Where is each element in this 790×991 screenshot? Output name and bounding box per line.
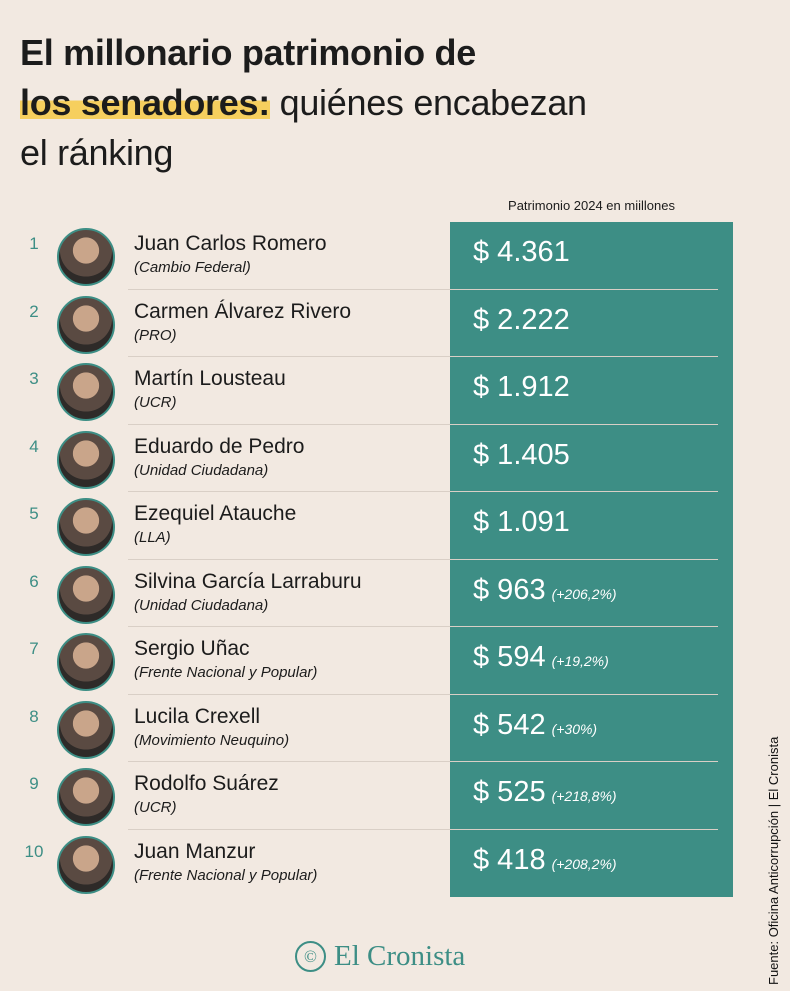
- rank-number: 1: [29, 234, 39, 253]
- senator-party: (Cambio Federal): [134, 259, 251, 276]
- column-header: Patrimonio 2024 en miillones: [508, 198, 675, 213]
- wealth-value: $ 542 (+30%): [473, 709, 597, 742]
- table-row: 2 Carmen Álvarez Rivero (PRO) $ 2.222: [0, 290, 740, 357]
- senator-party: (Frente Nacional y Popular): [134, 664, 318, 681]
- row-divider: [128, 356, 718, 357]
- senator-name: Lucila Crexell: [134, 704, 261, 728]
- table-row: 7 Sergio Uñac (Frente Nacional y Popular…: [0, 627, 740, 695]
- senator-party: (Movimiento Neuquino): [134, 731, 290, 749]
- value-text: $ 542: [473, 708, 546, 741]
- logo-text: El Cronista: [334, 940, 466, 972]
- senator-photo: [57, 363, 115, 421]
- title-highlight: los senadores:: [20, 82, 270, 123]
- wealth-value: $ 525 (+218,8%): [473, 776, 617, 809]
- senator-photo: [57, 768, 115, 826]
- title-line-1: El millonario patrimonio de: [20, 32, 476, 73]
- senator-photo: [57, 295, 115, 354]
- value-column-background: [450, 222, 733, 897]
- title-line-3: el ránking: [20, 132, 174, 173]
- row-divider: [128, 288, 718, 290]
- senator-party: (UCR): [134, 799, 177, 816]
- page-title: El millonario patrimonio de los senadore…: [20, 28, 587, 178]
- wealth-value: $ 418 (+208,2%): [473, 844, 617, 877]
- source-note: Fuente: Oficina Anticorrupción | El Cron…: [766, 736, 781, 985]
- senator-name: Rodolfo Suárez: [134, 772, 279, 795]
- wealth-value: $ 2.222: [473, 304, 576, 337]
- row-divider: [128, 423, 718, 425]
- value-change: (+218,8%): [551, 788, 617, 804]
- row-divider: [128, 626, 718, 627]
- senator-party: (LLA): [134, 529, 171, 546]
- senator-photo: [57, 228, 115, 286]
- senator-name: Sergio Uñac: [134, 637, 250, 660]
- wealth-value: $ 1.405: [473, 439, 576, 472]
- rank-number: 9: [29, 774, 39, 793]
- table-row: 3 Martín Lousteau (UCR) $ 1.912: [0, 357, 740, 425]
- rank-number: 7: [29, 639, 39, 658]
- row-divider: [128, 491, 718, 492]
- title-line-2: quiénes encabezan: [269, 82, 587, 123]
- senator-name: Silvina García Larraburu: [134, 569, 362, 593]
- row-divider: [128, 558, 718, 560]
- senator-photo: [57, 835, 115, 894]
- senator-photo: [57, 430, 115, 489]
- senator-photo: [57, 498, 115, 556]
- senator-party: (PRO): [134, 326, 177, 344]
- wealth-value: $ 594 (+19,2%): [473, 641, 609, 674]
- rank-number: 2: [29, 301, 39, 321]
- value-change: (+19,2%): [551, 653, 609, 669]
- wealth-value: $ 963 (+206,2%): [473, 574, 617, 607]
- value-change: (+30%): [551, 720, 598, 737]
- senator-name: Martín Lousteau: [134, 367, 286, 390]
- table-row: 8 Lucila Crexell (Movimiento Neuquino) $…: [0, 695, 740, 762]
- value-text: $ 4.361: [473, 236, 570, 268]
- rank-number: 5: [29, 504, 39, 523]
- rank-number: 4: [29, 436, 39, 456]
- value-text: $ 2.222: [473, 303, 570, 336]
- senator-name: Juan Manzur: [134, 839, 256, 863]
- senator-party: (Frente Nacional y Popular): [134, 866, 318, 884]
- row-divider: [128, 828, 718, 830]
- value-text: $ 1.405: [473, 438, 570, 471]
- value-text: $ 963: [473, 573, 546, 606]
- value-change: (+206,2%): [551, 585, 617, 602]
- row-divider: [128, 761, 718, 762]
- senator-party: (Unidad Ciudadana): [134, 596, 269, 614]
- value-change: (+208,2%): [551, 855, 617, 872]
- table-row: 6 Silvina García Larraburu (Unidad Ciuda…: [0, 560, 740, 627]
- value-text: $ 1.912: [473, 371, 570, 403]
- rank-number: 10: [24, 841, 44, 861]
- table-row: 9 Rodolfo Suárez (UCR) $ 525 (+218,8%): [0, 762, 740, 830]
- wealth-value: $ 1.912: [473, 371, 576, 404]
- wealth-value: $ 1.091: [473, 506, 576, 539]
- table-row: 1 Juan Carlos Romero (Cambio Federal) $ …: [0, 222, 740, 290]
- wealth-value: $ 4.361: [473, 236, 576, 269]
- table-row: 10 Juan Manzur (Frente Nacional y Popula…: [0, 830, 740, 898]
- senator-name: Ezequiel Atauche: [134, 502, 297, 525]
- senator-photo: [57, 633, 115, 691]
- senator-party: (Unidad Ciudadana): [134, 461, 269, 479]
- table-row: 5 Ezequiel Atauche (LLA) $ 1.091: [0, 492, 740, 560]
- value-text: $ 418: [473, 843, 546, 876]
- rank-number: 3: [29, 369, 39, 388]
- el-cronista-logo: © El Cronista: [295, 940, 465, 973]
- senator-photo: [57, 700, 115, 759]
- senator-name: Eduardo de Pedro: [134, 434, 305, 458]
- row-divider: [128, 693, 718, 695]
- value-text: $ 525: [473, 776, 546, 808]
- logo-mark-icon: ©: [295, 941, 326, 972]
- rank-number: 8: [29, 706, 39, 726]
- senator-name: Juan Carlos Romero: [134, 232, 327, 255]
- value-text: $ 1.091: [473, 506, 570, 538]
- rank-number: 6: [29, 571, 39, 591]
- table-row: 4 Eduardo de Pedro (Unidad Ciudadana) $ …: [0, 425, 740, 492]
- senator-name: Carmen Álvarez Rivero: [134, 299, 352, 323]
- senator-photo: [57, 565, 115, 624]
- value-text: $ 594: [473, 641, 546, 673]
- senator-party: (UCR): [134, 394, 177, 411]
